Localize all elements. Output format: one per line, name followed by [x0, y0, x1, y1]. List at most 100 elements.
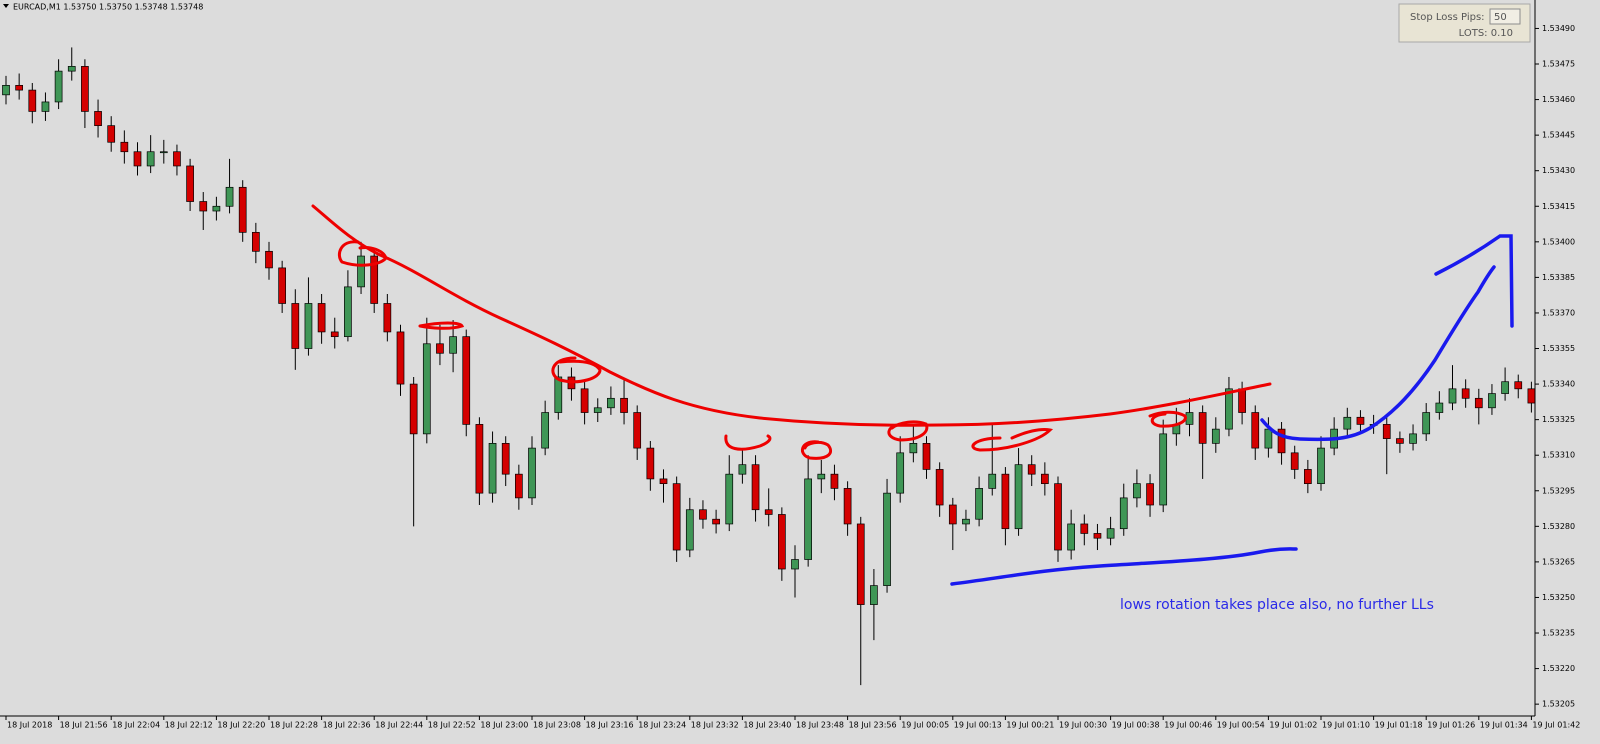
x-tick-label: 19 Jul 00:54 [1217, 721, 1265, 730]
candle-body [370, 255, 379, 304]
candle-body [646, 447, 655, 480]
x-tick-label: 18 Jul 23:08 [533, 721, 581, 730]
candle-body [28, 89, 37, 112]
candle-body [1185, 412, 1194, 425]
x-tick-label: 18 Jul 23:48 [796, 721, 844, 730]
candle-body [501, 443, 510, 475]
circle-mark [551, 356, 602, 384]
y-tick-label: 1.53385 [1542, 273, 1575, 282]
candle-body [317, 303, 326, 333]
candle-body [94, 111, 102, 127]
candle-body [777, 514, 786, 570]
stop-loss-value[interactable]: 50 [1494, 12, 1507, 23]
x-tick-label: 18 Jul 22:20 [217, 721, 265, 730]
candle-body [1488, 393, 1496, 409]
candle-body [528, 447, 536, 499]
y-tick-label: 1.53265 [1542, 557, 1575, 566]
candle-body [1014, 464, 1023, 530]
x-tick-label: 19 Jul 00:13 [954, 721, 1002, 730]
candle-body [357, 255, 365, 288]
x-tick-label: 18 Jul 22:12 [165, 721, 213, 730]
candle-body [883, 492, 891, 586]
candle-body [685, 509, 694, 551]
candle-body [1422, 412, 1431, 435]
x-tick-label: 18 Jul 2018 [7, 721, 52, 730]
x-tick-label: 19 Jul 01:02 [1269, 721, 1317, 730]
y-tick-label: 1.53490 [1542, 24, 1575, 33]
x-tick-label: 18 Jul 22:44 [375, 721, 423, 730]
candle-body [1225, 388, 1233, 430]
x-tick-label: 19 Jul 01:42 [1532, 721, 1580, 730]
x-tick-label: 18 Jul 22:28 [270, 721, 318, 730]
candle-body [659, 478, 668, 485]
candle-body [699, 509, 707, 520]
candle-body [922, 443, 931, 470]
x-tick-label: 18 Jul 22:36 [323, 721, 371, 730]
candle-body [764, 509, 773, 515]
candle-body [1198, 412, 1207, 444]
x-tick-label: 18 Jul 23:32 [691, 721, 739, 730]
x-tick-label: 19 Jul 01:10 [1322, 721, 1370, 730]
candle-body [843, 488, 852, 525]
candle-body [909, 443, 918, 454]
candle-body [1106, 528, 1115, 539]
red-drawings [311, 204, 1272, 460]
candle-body [1093, 533, 1102, 539]
candle-body [1343, 416, 1352, 430]
chart-title: EURCAD,M1 1.53750 1.53750 1.53748 1.5374… [13, 3, 203, 12]
x-tick-label: 19 Jul 00:05 [901, 721, 949, 730]
candle-body [1211, 428, 1220, 444]
candle-body [54, 70, 63, 103]
candle-body [330, 331, 339, 338]
rise-curve [1260, 265, 1496, 442]
candle-body [620, 397, 628, 413]
x-tick-label: 19 Jul 00:30 [1059, 721, 1107, 730]
candle-body [725, 473, 734, 525]
candle-body [856, 523, 865, 605]
y-tick-label: 1.53310 [1542, 451, 1575, 460]
stop-loss-input[interactable] [1489, 8, 1521, 25]
stop-loss-label: Stop Loss Pips: [1410, 12, 1485, 23]
candle-body [948, 504, 957, 525]
candle-body [449, 336, 457, 354]
candle-body [462, 336, 471, 425]
candle-body [817, 473, 826, 480]
x-tick-label: 19 Jul 00:46 [1164, 721, 1212, 730]
candle-body [1159, 433, 1168, 506]
y-tick-label: 1.53445 [1542, 131, 1575, 140]
circle-mark [337, 240, 388, 267]
candle-body [81, 66, 89, 112]
candle-body [1474, 397, 1483, 409]
y-tick-label: 1.53205 [1542, 700, 1575, 709]
x-tick-label: 18 Jul 23:16 [586, 721, 634, 730]
x-tick-label: 19 Jul 01:18 [1375, 721, 1423, 730]
x-tick-label: 19 Jul 00:21 [1006, 721, 1054, 730]
candle-body [475, 424, 484, 494]
y-tick-label: 1.53355 [1542, 344, 1575, 353]
circle-mark [418, 321, 465, 330]
x-tick-label: 18 Jul 22:52 [428, 721, 476, 730]
y-tick-label: 1.53235 [1542, 629, 1575, 638]
candle-body [1119, 497, 1128, 530]
candle-body [2, 85, 10, 96]
candle-body [225, 186, 234, 207]
candle-body [1027, 464, 1036, 475]
candle-body [791, 559, 799, 570]
candle-body [422, 343, 431, 435]
x-tick-label: 18 Jul 23:00 [480, 721, 528, 730]
candle-body [1133, 483, 1141, 499]
circle-mark [887, 420, 929, 442]
candle-body [107, 125, 116, 143]
candle-body [304, 303, 313, 349]
candle-body [291, 303, 300, 349]
candle-body [67, 66, 76, 72]
candle-body [436, 343, 444, 354]
y-tick-label: 1.53430 [1542, 166, 1575, 175]
candle-body [41, 101, 50, 112]
candle-body [738, 464, 747, 475]
x-tick-label: 18 Jul 23:40 [743, 721, 791, 730]
candle-body [133, 151, 142, 167]
candle-body [896, 452, 905, 494]
y-tick-label: 1.53280 [1542, 522, 1575, 531]
